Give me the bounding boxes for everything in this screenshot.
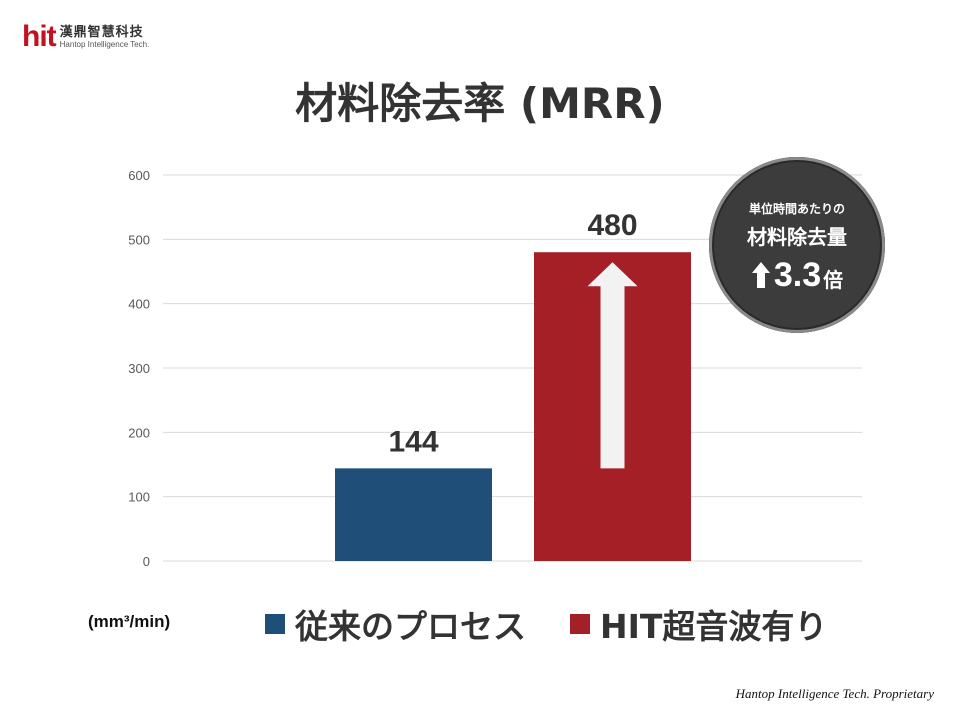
chart-title: 材料除去率 (MRR) bbox=[295, 79, 665, 128]
logo-name-en: Hantop Intelligence Tech. bbox=[59, 39, 150, 49]
legend-swatch-hit bbox=[570, 614, 590, 634]
badge-line1: 単位時間あたりの bbox=[748, 202, 845, 216]
y-tick-label: 0 bbox=[143, 554, 150, 569]
y-tick-label: 400 bbox=[128, 297, 150, 312]
legend-label-conventional: 従来のプロセス bbox=[295, 607, 526, 646]
badge-value: 3.3 bbox=[773, 256, 822, 294]
y-tick-label: 100 bbox=[128, 490, 150, 505]
logo-name-cn: 漢鼎智慧科技 bbox=[59, 24, 144, 40]
y-tick-label: 200 bbox=[128, 425, 150, 440]
logo-mark: hit bbox=[22, 20, 57, 53]
improvement-badge: 単位時間あたりの 材料除去量 3.3 倍 bbox=[709, 157, 885, 333]
legend-item-hit: HIT超音波有り bbox=[570, 600, 827, 648]
chart-legend: 従来のプロセス HIT超音波有り bbox=[265, 600, 871, 648]
legend-item-conventional: 従来のプロセス bbox=[265, 600, 526, 648]
up-arrow-icon bbox=[751, 261, 771, 293]
legend-label-hit: HIT超音波有り bbox=[600, 607, 828, 646]
unit-label: (mm³/min) bbox=[88, 612, 171, 631]
badge-suffix: 倍 bbox=[823, 268, 844, 292]
company-logo: hit 漢鼎智慧科技 Hantop Intelligence Tech. bbox=[22, 20, 149, 54]
bar-chart: 0 100 200 300 400 500 600 144 480 bbox=[128, 168, 862, 569]
legend-swatch-conventional bbox=[265, 614, 285, 634]
bar bbox=[335, 468, 492, 561]
footer-note: Hantop Intelligence Tech. Proprietary bbox=[735, 686, 934, 701]
data-label: 480 bbox=[587, 209, 637, 242]
y-tick-label: 500 bbox=[128, 232, 150, 247]
badge-line2: 材料除去量 bbox=[747, 225, 847, 249]
data-label: 144 bbox=[388, 425, 438, 458]
y-tick-label: 600 bbox=[128, 168, 150, 183]
y-tick-label: 300 bbox=[128, 361, 150, 376]
increase-arrow bbox=[587, 262, 638, 469]
